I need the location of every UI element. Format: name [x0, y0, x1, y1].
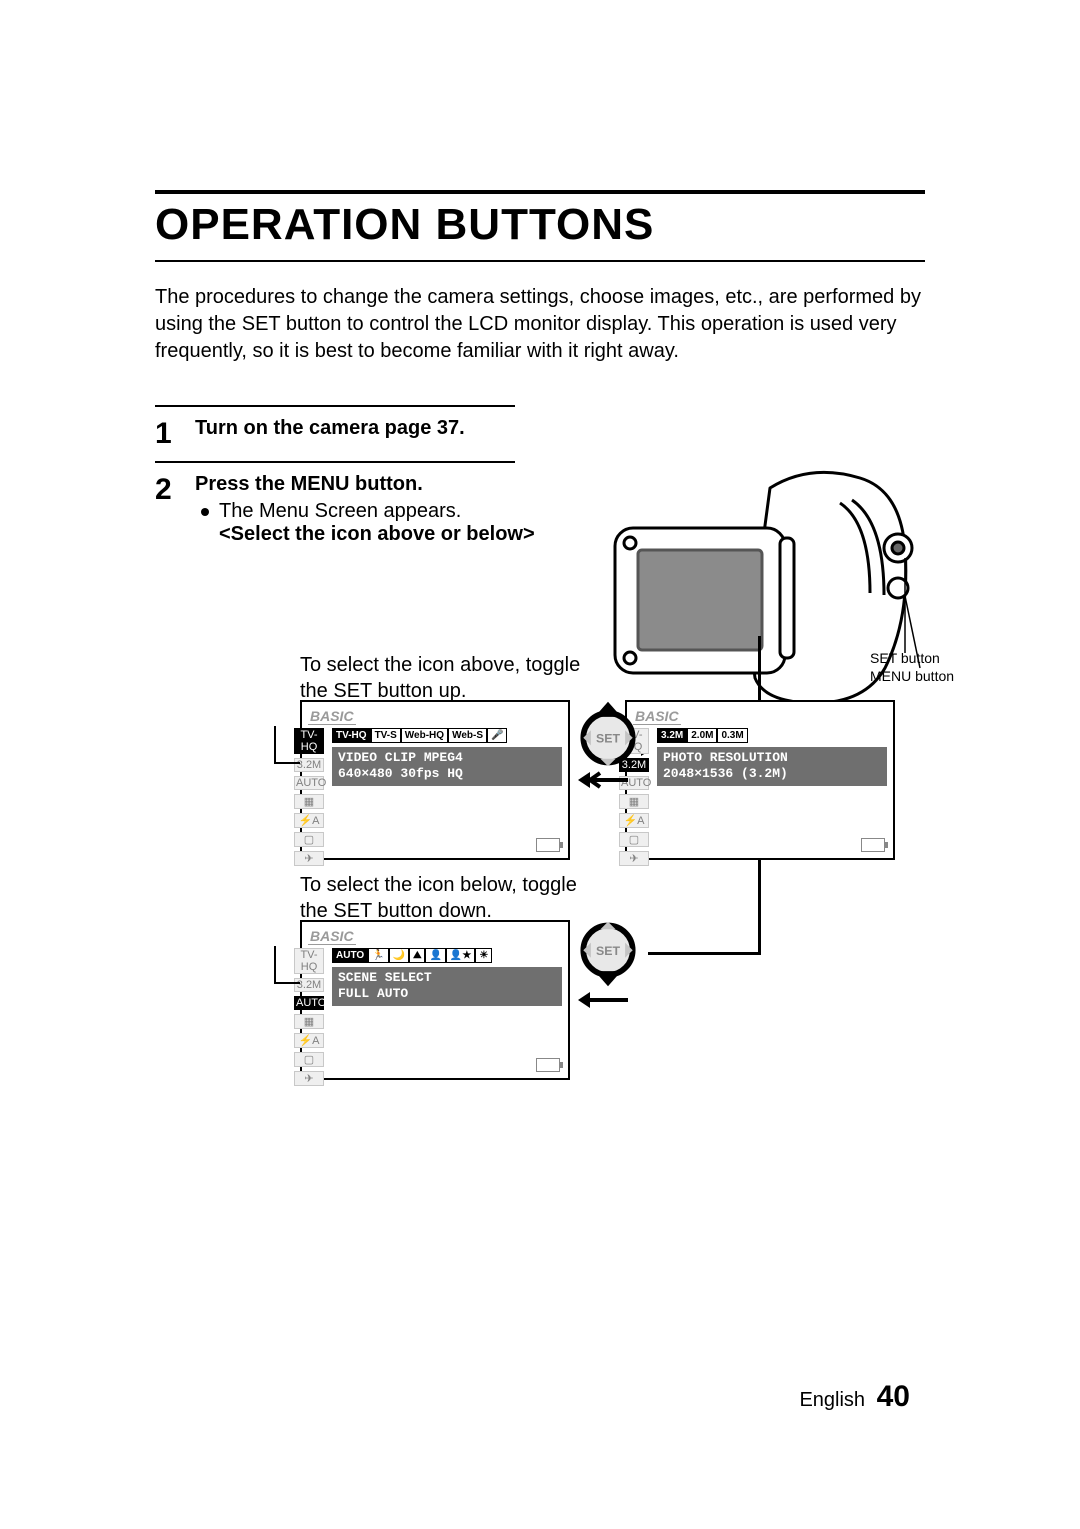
steps-rule-top	[155, 405, 515, 407]
set-ring-label: SET	[596, 732, 620, 746]
side-icon: ▢	[619, 832, 649, 847]
top-rule	[155, 190, 925, 194]
connector-line	[758, 860, 761, 955]
option-pill: TV-HQ	[332, 728, 371, 743]
side-icon: ✈	[619, 851, 649, 866]
set-ring-label: SET	[596, 944, 620, 958]
option-pill: Web-S	[448, 728, 487, 743]
arrow-left-icon	[578, 990, 628, 1015]
manual-page: OPERATION BUTTONS The procedures to chan…	[0, 0, 1080, 1529]
lcd-line1: SCENE SELECT	[338, 970, 556, 986]
option-pill: 0.3M	[717, 728, 747, 743]
side-icon: ▦	[619, 794, 649, 809]
basic-label: BASIC	[308, 708, 356, 725]
side-icon: ▢	[294, 1052, 324, 1067]
lcd-line2: 640×480 30fps HQ	[338, 766, 556, 782]
option-pill: 🌙	[389, 948, 409, 963]
battery-icon	[536, 838, 560, 852]
option-pill: 👤★	[446, 948, 475, 963]
option-pill: 3.2M	[657, 728, 687, 743]
connector-line	[758, 636, 761, 700]
option-pill: ☀	[475, 948, 492, 963]
option-pill-row: AUTO🏃🌙⛰👤👤★☀	[332, 948, 562, 963]
lcd-line1: VIDEO CLIP MPEG4	[338, 750, 556, 766]
option-pill: TV-S	[371, 728, 401, 743]
set-button-label: SET button	[870, 650, 940, 666]
page-footer: English 40	[799, 1380, 910, 1414]
menu-button-label: MENU button	[870, 668, 954, 684]
option-pill-row: TV-HQTV-SWeb-HQWeb-S🎤	[332, 728, 562, 743]
lcd-caption-bar: PHOTO RESOLUTION 2048×1536 (3.2M)	[657, 747, 887, 786]
step-number: 2	[155, 473, 195, 507]
side-icon: ⚡A	[294, 813, 324, 828]
step-heading: Turn on the camera page 37.	[195, 417, 465, 439]
side-icon: ▦	[294, 794, 324, 809]
caption-below-text: To select the icon below, toggle the SET…	[300, 874, 577, 922]
side-icon: AUTO	[294, 996, 324, 1010]
steps-rule-mid	[155, 461, 515, 463]
lcd-caption-bar: VIDEO CLIP MPEG4 640×480 30fps HQ	[332, 747, 562, 786]
side-icon: ▦	[294, 1014, 324, 1029]
arrow-left-icon	[578, 770, 628, 795]
side-icon: ⚡A	[619, 813, 649, 828]
battery-icon	[536, 1058, 560, 1072]
side-icon: ✈	[294, 851, 324, 866]
step-number: 1	[155, 417, 195, 451]
title-underline	[155, 260, 925, 262]
step-subheading: <Select the icon above or below>	[219, 523, 535, 546]
set-ring-down-icon: SET	[570, 916, 646, 992]
bullet-icon	[201, 508, 209, 516]
leader-bracket	[274, 726, 300, 764]
option-pill: 🏃	[368, 948, 388, 963]
side-icon: ⚡A	[294, 1033, 324, 1048]
leader-bracket	[274, 946, 300, 984]
option-pill: 🎤	[487, 728, 507, 743]
lcd-screen-video: BASIC TV-HQ3.2MAUTO▦⚡A▢✈ TV-HQTV-SWeb-HQ…	[300, 700, 570, 860]
option-pill: 2.0M	[687, 728, 717, 743]
step-heading: Press the MENU button.	[195, 473, 535, 496]
side-icon: ▢	[294, 832, 324, 847]
page-title: OPERATION BUTTONS	[155, 200, 925, 250]
set-ring-up-icon: SET	[570, 696, 646, 772]
option-pill: ⛰	[409, 948, 425, 963]
basic-label: BASIC	[308, 928, 356, 945]
option-pill: Web-HQ	[401, 728, 448, 743]
connector-line	[648, 952, 761, 955]
side-icon: ✈	[294, 1071, 324, 1086]
lcd-caption-bar: SCENE SELECT FULL AUTO	[332, 967, 562, 1006]
caption-above-text: To select the icon above, toggle the SET…	[300, 654, 580, 702]
intro-paragraph: The procedures to change the camera sett…	[155, 284, 925, 365]
battery-icon	[861, 838, 885, 852]
lcd-screen-scene: BASIC TV-HQ3.2MAUTO▦⚡A▢✈ AUTO🏃🌙⛰👤👤★☀ SCE…	[300, 920, 570, 1080]
option-pill-row: 3.2M2.0M0.3M	[657, 728, 887, 743]
caption-below: To select the icon below, toggle the SET…	[300, 872, 600, 924]
caption-above: To select the icon above, toggle the SET…	[300, 652, 600, 704]
bullet-text: The Menu Screen appears.	[219, 500, 461, 523]
lcd-line1: PHOTO RESOLUTION	[663, 750, 881, 766]
side-icon: AUTO	[294, 776, 324, 790]
option-pill: AUTO	[332, 948, 368, 963]
footer-page-number: 40	[877, 1380, 910, 1413]
step-1: 1 Turn on the camera page 37.	[155, 417, 925, 451]
footer-lang: English	[799, 1389, 865, 1411]
lcd-line2: 2048×1536 (3.2M)	[663, 766, 881, 782]
lcd-screen-photo: BASIC TV-HQ3.2MAUTO▦⚡A▢✈ 3.2M2.0M0.3M PH…	[625, 700, 895, 860]
lcd-line2: FULL AUTO	[338, 986, 556, 1002]
option-pill: 👤	[425, 948, 445, 963]
